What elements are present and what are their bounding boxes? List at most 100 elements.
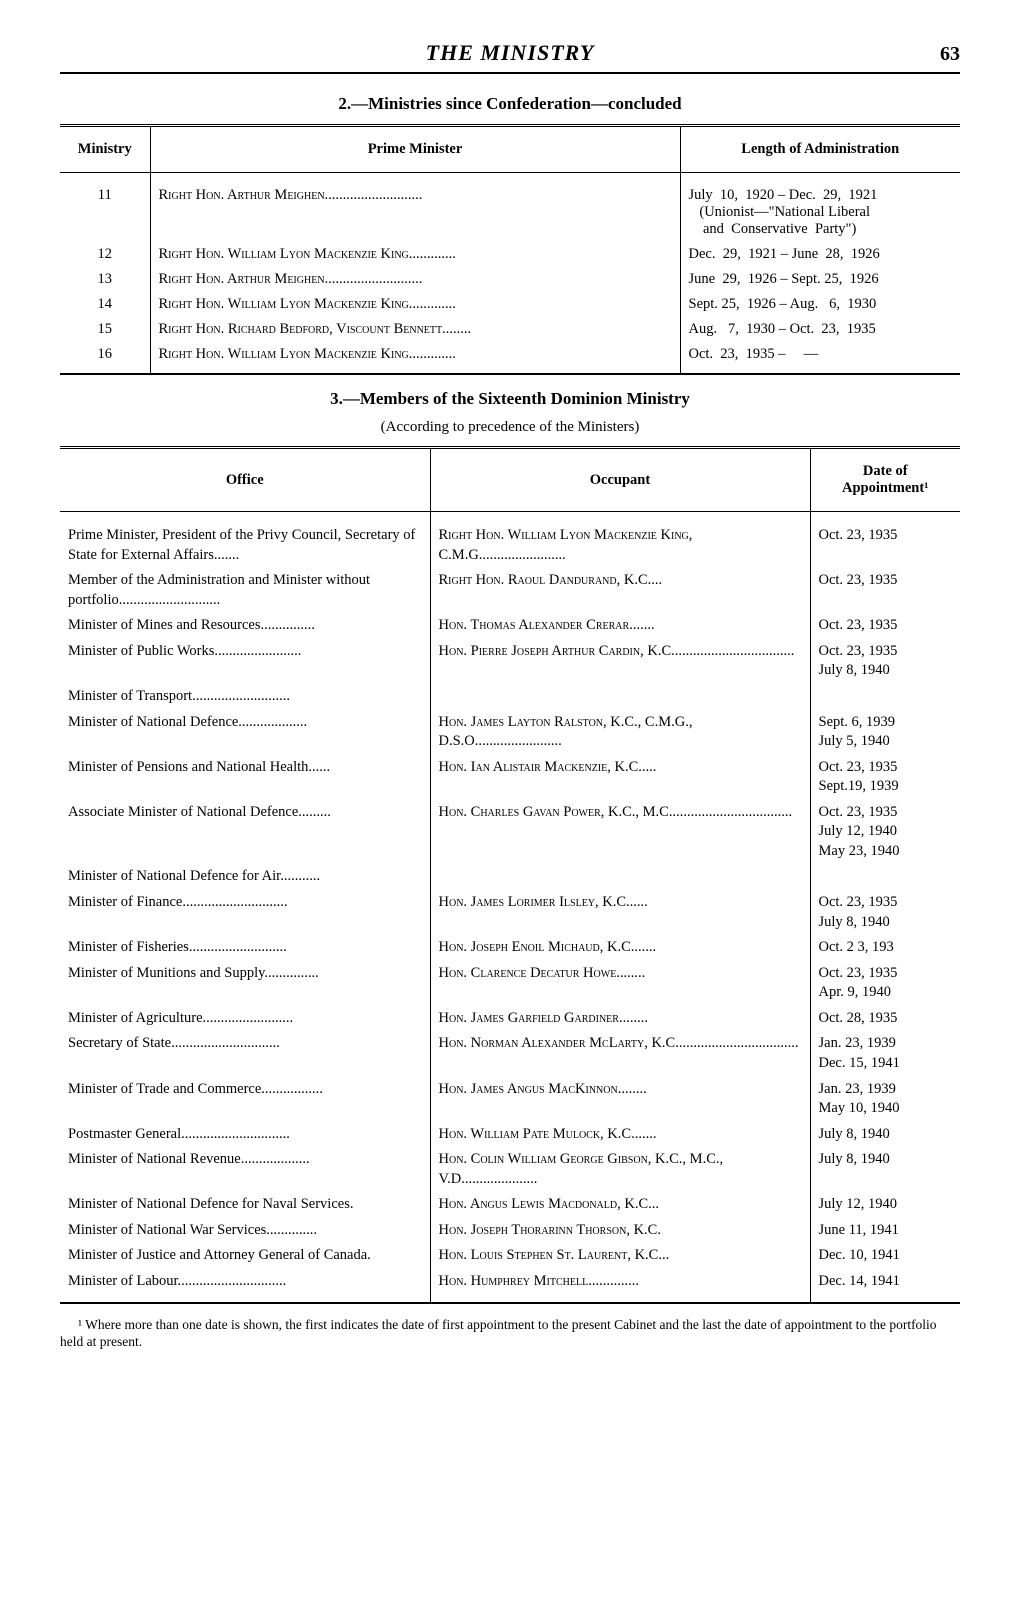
office-cell: Postmaster General......................… <box>60 1122 430 1148</box>
office-cell: Minister of Trade and Commerce..........… <box>60 1077 430 1122</box>
date-cell: July 8, 1940 <box>810 1122 960 1148</box>
table-header-row: Ministry Prime Minister Length of Admini… <box>60 126 960 173</box>
table-row: Associate Minister of National Defence..… <box>60 800 960 865</box>
date-cell: July 12, 1940 <box>810 1192 960 1218</box>
table-row: Minister of National Defence............… <box>60 710 960 755</box>
occupant-cell: Hon. Louis Stephen St. Laurent, K.C... <box>430 1243 810 1269</box>
occupant-cell: Hon. William Pate Mulock, K.C....... <box>430 1122 810 1148</box>
date-cell: Oct. 23, 1935 Apr. 9, 1940 <box>810 961 960 1006</box>
table-row: Minister of Fisheries...................… <box>60 935 960 961</box>
occupant-cell: Hon. Ian Alistair Mackenzie, K.C..... <box>430 755 810 800</box>
office-cell: Minister of Justice and Attorney General… <box>60 1243 430 1269</box>
office-cell: Member of the Administration and Ministe… <box>60 568 430 613</box>
admin-length: Oct. 23, 1935 – — <box>680 342 960 374</box>
page-title: THE MINISTRY <box>100 40 920 66</box>
date-cell: Jan. 23, 1939 May 10, 1940 <box>810 1077 960 1122</box>
table-row: 13Right Hon. Arthur Meighen.............… <box>60 267 960 292</box>
footnote: ¹ Where more than one date is shown, the… <box>60 1316 960 1351</box>
occupant-cell <box>430 864 810 890</box>
date-cell <box>810 684 960 710</box>
occupant-cell: Hon. James Lorimer Ilsley, K.C...... <box>430 890 810 935</box>
section2-title: 2.—Ministries since Confederation—conclu… <box>60 94 960 114</box>
pm-name: Right Hon. Arthur Meighen...............… <box>150 173 680 243</box>
col-date: Date of Appointment¹ <box>810 448 960 512</box>
table-row: Postmaster General......................… <box>60 1122 960 1148</box>
office-cell: Prime Minister, President of the Privy C… <box>60 512 430 569</box>
table-row: Minister of Trade and Commerce..........… <box>60 1077 960 1122</box>
office-cell: Minister of National Defence............… <box>60 710 430 755</box>
office-cell: Minister of National Defence for Naval S… <box>60 1192 430 1218</box>
office-cell: Minister of National War Services.......… <box>60 1218 430 1244</box>
admin-length: Dec. 29, 1921 – June 28, 1926 <box>680 242 960 267</box>
office-cell: Minister of Labour......................… <box>60 1269 430 1303</box>
table-row: 14Right Hon. William Lyon Mackenzie King… <box>60 292 960 317</box>
table-row: Minister of National Defence for Air....… <box>60 864 960 890</box>
occupant-cell: Right Hon. William Lyon Mackenzie King, … <box>430 512 810 569</box>
table-row: Minister of Finance.....................… <box>60 890 960 935</box>
date-cell: Oct. 23, 1935 July 8, 1940 <box>810 890 960 935</box>
pm-name: Right Hon. Arthur Meighen...............… <box>150 267 680 292</box>
table-row: Minister of Public Works................… <box>60 639 960 684</box>
date-cell: Oct. 28, 1935 <box>810 1006 960 1032</box>
table-row: Member of the Administration and Ministe… <box>60 568 960 613</box>
admin-length: July 10, 1920 – Dec. 29, 1921 (Unionist—… <box>680 173 960 243</box>
page-number: 63 <box>920 43 960 66</box>
occupant-cell: Hon. Charles Gavan Power, K.C., M.C.....… <box>430 800 810 865</box>
office-cell: Minister of National Revenue............… <box>60 1147 430 1192</box>
col-length: Length of Administration <box>680 126 960 173</box>
office-cell: Minister of National Defence for Air....… <box>60 864 430 890</box>
office-cell: Minister of Public Works................… <box>60 639 430 684</box>
ministry-num: 14 <box>60 292 150 317</box>
office-cell: Secretary of State......................… <box>60 1031 430 1076</box>
ministry-num: 12 <box>60 242 150 267</box>
col-office: Office <box>60 448 430 512</box>
table-row: Prime Minister, President of the Privy C… <box>60 512 960 569</box>
admin-length: Sept. 25, 1926 – Aug. 6, 1930 <box>680 292 960 317</box>
table-row: Minister of Mines and Resources.........… <box>60 613 960 639</box>
table-row: Minister of Transport...................… <box>60 684 960 710</box>
table-row: Minister of Labour......................… <box>60 1269 960 1303</box>
office-cell: Minister of Agriculture.................… <box>60 1006 430 1032</box>
table-row: 15Right Hon. Richard Bedford, Viscount B… <box>60 317 960 342</box>
ministry-num: 11 <box>60 173 150 243</box>
admin-length: Aug. 7, 1930 – Oct. 23, 1935 <box>680 317 960 342</box>
occupant-cell: Hon. Joseph Thorarinn Thorson, K.C. <box>430 1218 810 1244</box>
date-cell: June 11, 1941 <box>810 1218 960 1244</box>
date-cell: Oct. 23, 1935 <box>810 568 960 613</box>
occupant-cell <box>430 684 810 710</box>
office-cell: Minister of Transport...................… <box>60 684 430 710</box>
occupant-cell: Hon. James Layton Ralston, K.C., C.M.G.,… <box>430 710 810 755</box>
ministry-num: 15 <box>60 317 150 342</box>
occupant-cell: Hon. Joseph Enoil Michaud, K.C....... <box>430 935 810 961</box>
office-cell: Minister of Fisheries...................… <box>60 935 430 961</box>
date-cell: July 8, 1940 <box>810 1147 960 1192</box>
office-cell: Associate Minister of National Defence..… <box>60 800 430 865</box>
occupant-cell: Hon. Humphrey Mitchell.............. <box>430 1269 810 1303</box>
occupant-cell: Hon. Norman Alexander McLarty, K.C......… <box>430 1031 810 1076</box>
section3-title: 3.—Members of the Sixteenth Dominion Min… <box>60 389 960 409</box>
occupant-cell: Hon. Clarence Decatur Howe........ <box>430 961 810 1006</box>
col-ministry: Ministry <box>60 126 150 173</box>
office-cell: Minister of Pensions and National Health… <box>60 755 430 800</box>
section3-subtitle: (According to precedence of the Minister… <box>60 419 960 436</box>
occupant-cell: Hon. James Angus MacKinnon........ <box>430 1077 810 1122</box>
date-cell: Oct. 2 3, 193 <box>810 935 960 961</box>
date-cell: Oct. 23, 1935 July 8, 1940 <box>810 639 960 684</box>
ministries-table: Ministry Prime Minister Length of Admini… <box>60 124 960 375</box>
table-row: Minister of National War Services.......… <box>60 1218 960 1244</box>
table-row: 11Right Hon. Arthur Meighen.............… <box>60 173 960 243</box>
office-cell: Minister of Mines and Resources.........… <box>60 613 430 639</box>
table-row: Secretary of State......................… <box>60 1031 960 1076</box>
ministry-num: 16 <box>60 342 150 374</box>
occupant-cell: Right Hon. Raoul Dandurand, K.C.... <box>430 568 810 613</box>
pm-name: Right Hon. Richard Bedford, Viscount Ben… <box>150 317 680 342</box>
members-table: Office Occupant Date of Appointment¹ Pri… <box>60 446 960 1304</box>
table-row: Minister of Justice and Attorney General… <box>60 1243 960 1269</box>
date-cell: Oct. 23, 1935 <box>810 613 960 639</box>
col-pm: Prime Minister <box>150 126 680 173</box>
ministry-num: 13 <box>60 267 150 292</box>
office-cell: Minister of Munitions and Supply........… <box>60 961 430 1006</box>
page-header: THE MINISTRY 63 <box>60 40 960 74</box>
table-row: Minister of National Revenue............… <box>60 1147 960 1192</box>
occupant-cell: Hon. Pierre Joseph Arthur Cardin, K.C...… <box>430 639 810 684</box>
